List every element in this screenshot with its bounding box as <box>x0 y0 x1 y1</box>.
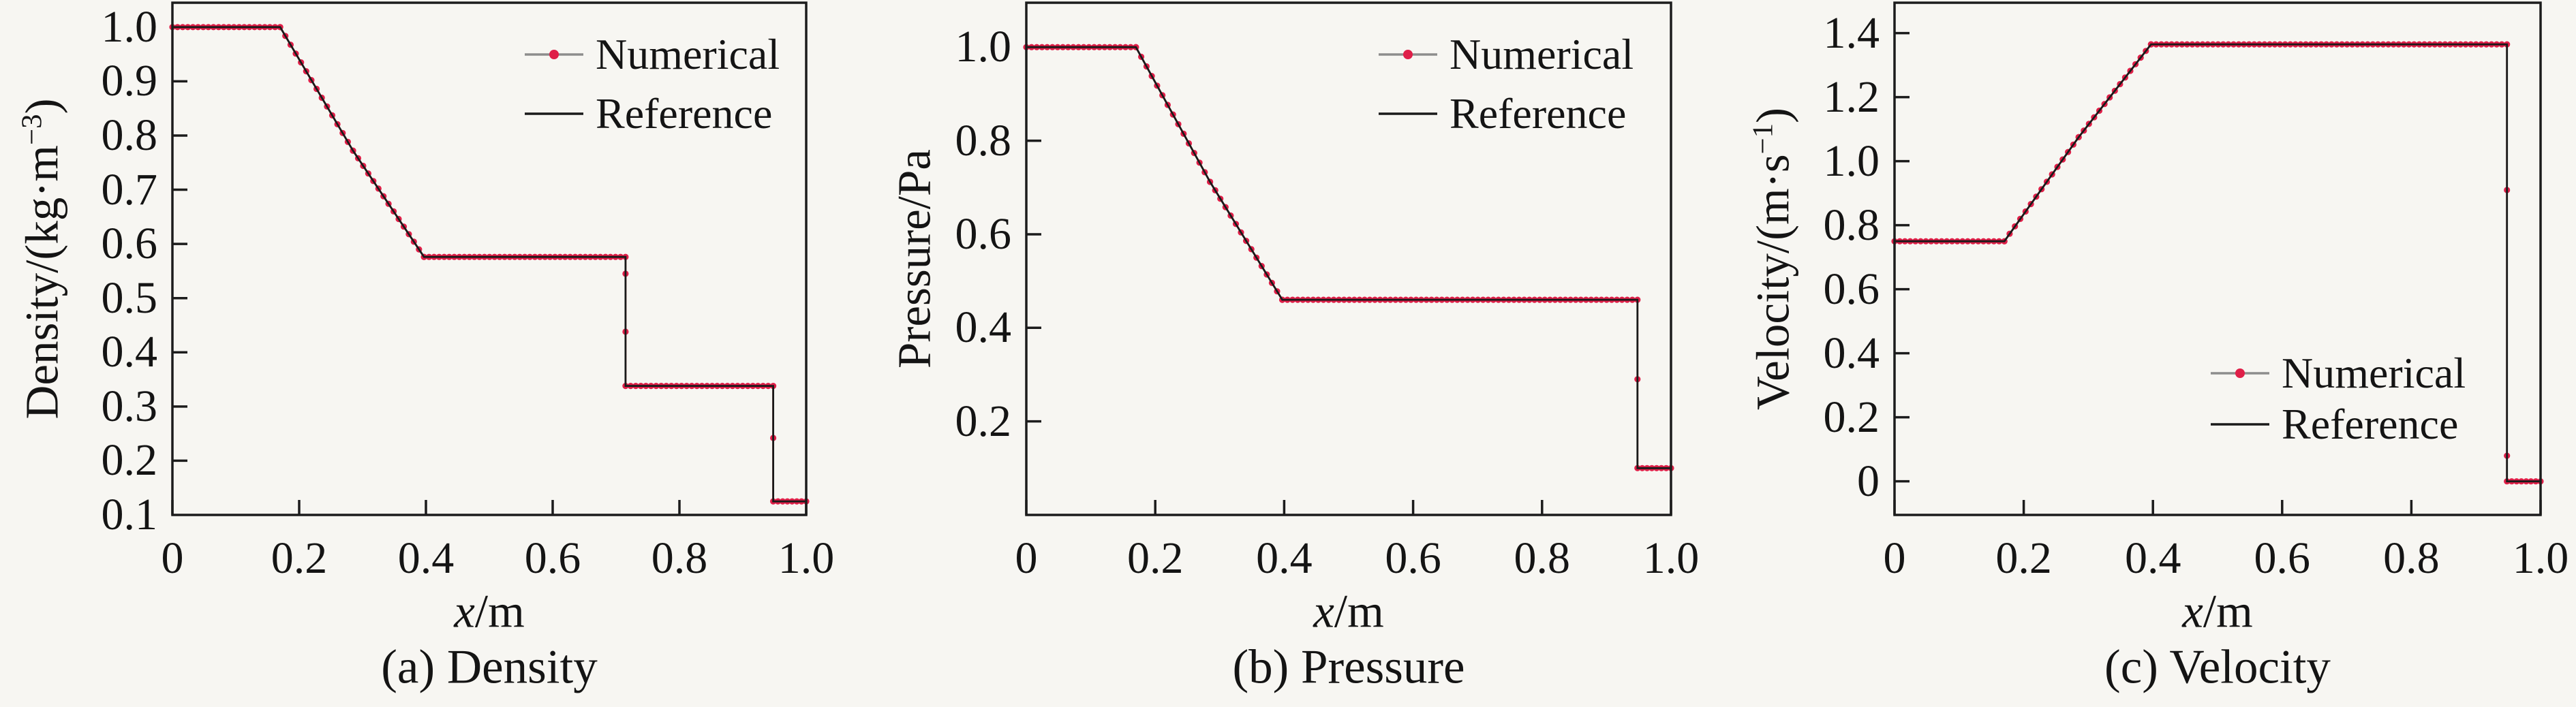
legend-numerical-dot-icon <box>549 50 559 59</box>
y-tick-label: 1.4 <box>1823 7 1880 58</box>
y-tick-label: 0.6 <box>955 208 1012 259</box>
y-tick-label: 1.2 <box>1823 72 1880 122</box>
x-tick-label: 0.8 <box>2383 533 2440 583</box>
y-tick-label: 0.9 <box>101 56 158 106</box>
y-tick-label: 0.4 <box>1823 328 1880 378</box>
x-tick-label: 0.2 <box>271 533 328 583</box>
y-tick-label: 0.4 <box>955 302 1012 353</box>
x-axis-title: x/m <box>2182 585 2253 638</box>
reference-line-velocity <box>1895 43 2541 483</box>
legend-numerical-dot-icon <box>2235 368 2245 378</box>
y-axis-title-exponent: −1 <box>1747 123 1779 155</box>
y-tick-label: 0 <box>1857 456 1880 506</box>
x-axis-title-variable: x <box>454 585 475 638</box>
x-tick-label: 0.6 <box>1385 533 1441 583</box>
legend-label-numerical: Numerical <box>596 30 780 78</box>
y-tick-label: 0.1 <box>101 490 158 539</box>
x-tick-label: 0 <box>161 533 184 583</box>
x-tick-label: 0.6 <box>2254 533 2311 583</box>
panel-border-density <box>171 1 808 516</box>
panel-border-velocity <box>1893 1 2542 516</box>
y-tick-label: 0.5 <box>101 272 158 323</box>
y-tick-label: 1.0 <box>955 22 1012 72</box>
legend-label-numerical: Numerical <box>1450 30 1634 78</box>
x-tick-label: 0.2 <box>1126 533 1184 583</box>
legend-label-numerical: Numerical <box>2282 349 2466 397</box>
legend-numerical-dot-icon <box>1403 50 1413 59</box>
y-axis-title-velocity: Velocity/(m·s−1) <box>1747 107 1799 411</box>
legend-label-reference: Reference <box>596 89 773 138</box>
x-tick-label: 0.4 <box>1256 533 1313 583</box>
y-tick-label: 0.6 <box>1823 264 1880 314</box>
x-tick-label: 0.8 <box>1514 533 1571 583</box>
reference-line-pressure <box>1026 46 1671 469</box>
legend-label-reference: Reference <box>1450 89 1627 138</box>
x-axis-title: x/m <box>1313 585 1384 638</box>
y-tick-label: 1.0 <box>101 1 158 52</box>
panel-caption-pressure: (b) Pressure <box>1232 640 1465 694</box>
x-tick-label: 1.0 <box>2512 533 2569 583</box>
panel-caption-velocity: (c) Velocity <box>2104 640 2331 694</box>
x-axis-title: x/m <box>454 585 525 638</box>
y-tick-label: 0.8 <box>1823 200 1880 250</box>
x-axis-title-variable: x <box>1313 585 1334 638</box>
y-tick-label: 1.0 <box>1823 136 1880 186</box>
y-axis-title-exponent: −3 <box>16 114 48 146</box>
x-tick-label: 0 <box>1883 533 1906 583</box>
y-tick-label: 0.3 <box>101 381 158 431</box>
reference-line-density <box>172 26 806 503</box>
x-tick-label: 0.4 <box>2124 533 2181 583</box>
x-axis-title-variable: x <box>2182 585 2203 638</box>
x-tick-label: 0.8 <box>651 533 708 583</box>
y-tick-label: 0.8 <box>101 110 158 160</box>
y-tick-label: 0.2 <box>101 435 158 486</box>
panel-border-pressure <box>1025 1 1672 516</box>
y-tick-label: 0.2 <box>955 396 1012 446</box>
x-tick-label: 1.0 <box>778 533 835 583</box>
y-axis-title-pressure: Pressure/Pa <box>888 149 940 368</box>
y-axis-title-density: Density/(kg·m−3) <box>16 98 68 420</box>
legend-label-reference: Reference <box>2282 400 2459 448</box>
y-tick-label: 0.6 <box>101 219 158 269</box>
y-tick-label: 0.8 <box>955 115 1012 166</box>
x-tick-label: 0 <box>1015 533 1038 583</box>
y-tick-label: 0.7 <box>101 164 158 215</box>
x-tick-label: 0.4 <box>397 533 455 583</box>
y-tick-label: 0.2 <box>1823 392 1880 442</box>
panel-caption-density: (a) Density <box>381 640 598 694</box>
y-tick-label: 0.4 <box>101 327 158 377</box>
x-tick-label: 0.6 <box>524 533 581 583</box>
x-tick-label: 0.2 <box>1995 533 2052 583</box>
x-tick-label: 1.0 <box>1642 533 1700 583</box>
